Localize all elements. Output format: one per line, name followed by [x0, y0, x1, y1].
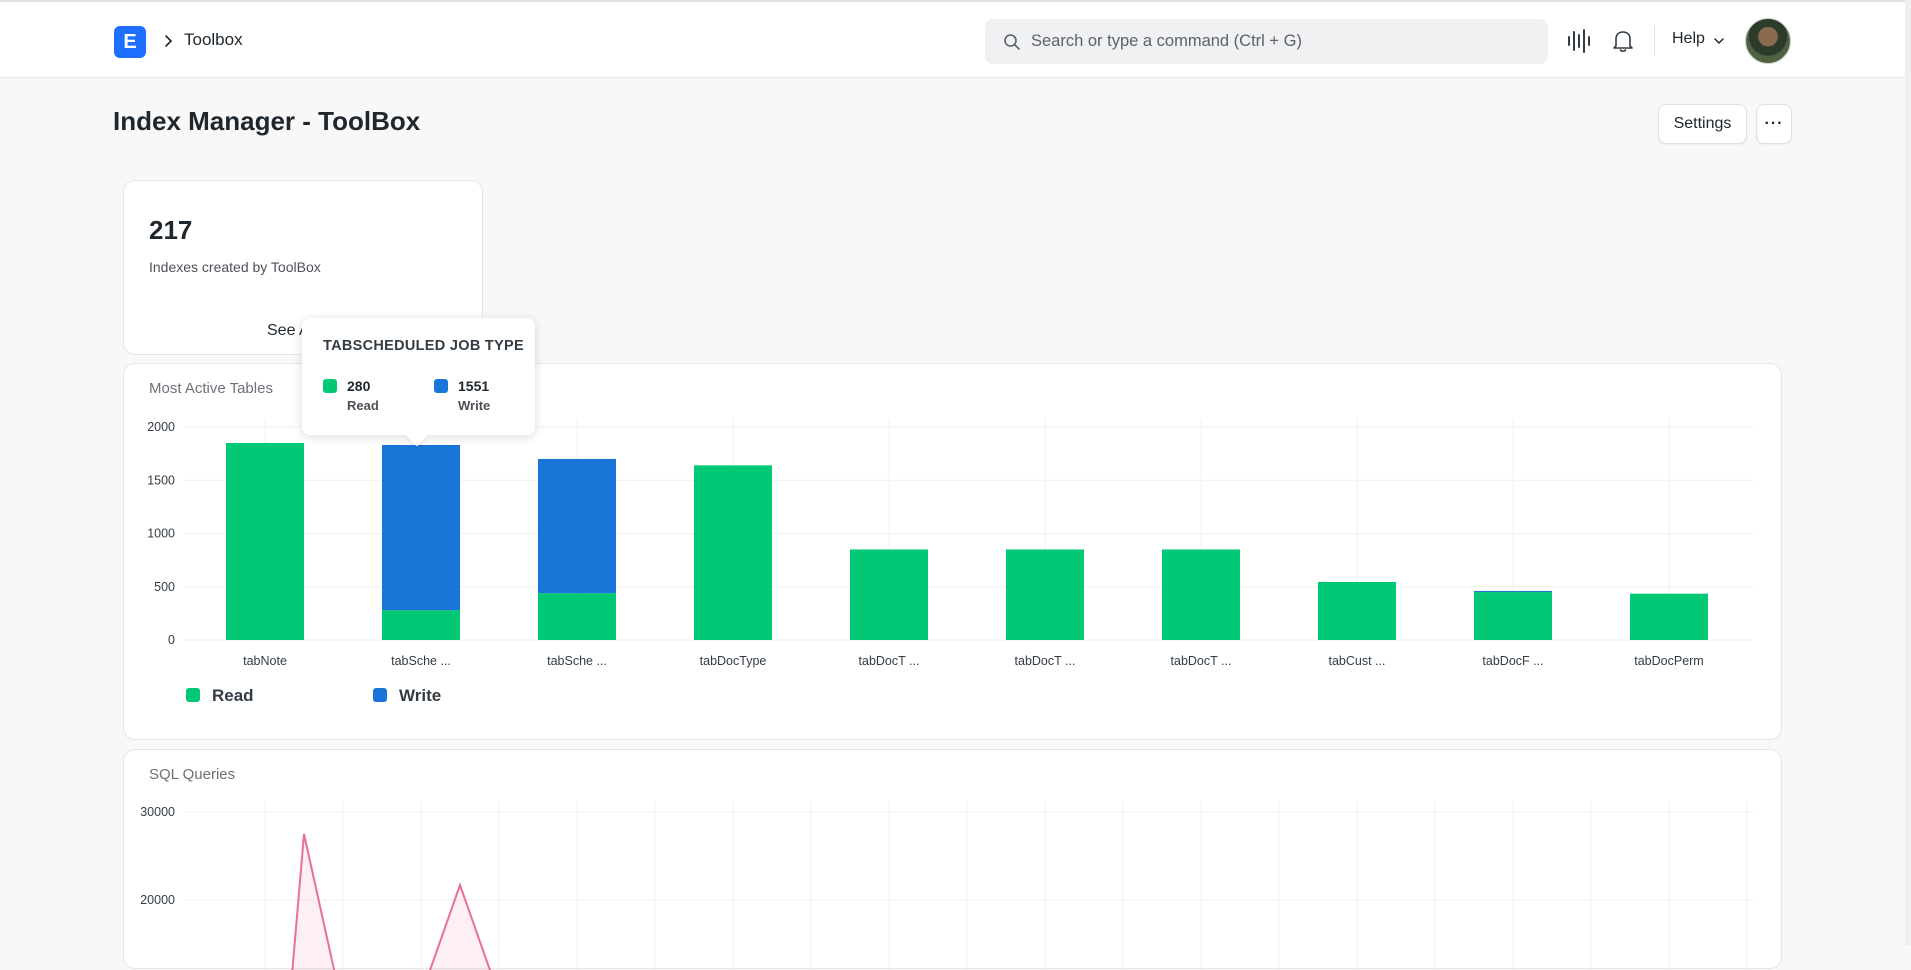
write-swatch-icon — [434, 379, 448, 393]
bar-write — [382, 444, 460, 611]
page-title: Index Manager - ToolBox — [113, 106, 421, 136]
y-tick-label: 20000 — [140, 893, 175, 907]
x-tick-label: tabSche ... — [391, 654, 451, 668]
notification-bell-icon[interactable] — [1612, 29, 1634, 53]
legend-swatch — [373, 688, 387, 702]
area-fill — [430, 885, 490, 970]
bar-read — [1474, 592, 1552, 640]
bar-read — [850, 549, 928, 640]
bar-read — [1006, 549, 1084, 640]
chart-title: SQL Queries — [149, 766, 236, 783]
x-tick-label: tabDocType — [700, 654, 767, 668]
x-tick-label: tabDocF ... — [1482, 654, 1543, 668]
bar-read — [1318, 581, 1396, 640]
breadcrumb-toolbox[interactable]: Toolbox — [184, 30, 243, 49]
most-active-tables-card: Most Active Tables 0 500 1000 1500 2000 tabNo… — [123, 363, 1782, 740]
x-tick-label: tabSche ... — [547, 654, 607, 668]
y-tick-label: 0 — [168, 633, 175, 647]
tooltip-name: Write — [458, 398, 491, 413]
audio-wave-icon[interactable] — [1566, 28, 1592, 54]
bar-read — [1630, 593, 1708, 640]
chevron-down-icon[interactable] — [1713, 35, 1725, 47]
more-actions-button[interactable]: ··· — [1756, 104, 1792, 144]
app-logo[interactable]: E — [114, 26, 146, 58]
legend-label: Read — [212, 686, 254, 705]
bar-read — [538, 593, 616, 640]
breadcrumb-chevron-icon — [165, 35, 173, 47]
chart-tooltip: TABSCHEDULED JOB TYPE 280 Read 1551 Writ… — [302, 318, 535, 447]
x-tick-label: tabDocT ... — [1171, 654, 1232, 668]
number-card-value: 217 — [149, 215, 193, 245]
user-avatar[interactable] — [1745, 18, 1791, 64]
navbar-divider — [1654, 26, 1655, 56]
tooltip-name: Read — [347, 398, 379, 413]
number-card-label: Indexes created by ToolBox — [149, 259, 321, 275]
bar-read — [226, 442, 304, 640]
page-scrollbar[interactable] — [1905, 0, 1911, 945]
top-navbar: E Toolbox Search or type a command (Ctrl… — [0, 0, 1911, 78]
sql-queries-chart: 20000 30000 — [140, 802, 1753, 970]
x-tick-label: tabDocT ... — [859, 654, 920, 668]
chart-title: Most Active Tables — [149, 380, 273, 397]
y-tick-label: 2000 — [147, 420, 175, 434]
most-active-tables-chart: 0 500 1000 1500 2000 tabNote tabSche ... tabSch… — [147, 419, 1753, 705]
y-tick-label: 1500 — [147, 473, 175, 487]
read-swatch-icon — [323, 379, 337, 393]
y-tick-label: 30000 — [140, 805, 175, 819]
y-tick-label: 1000 — [147, 527, 175, 541]
sql-queries-card: SQL Queries 20000 30000 — [123, 749, 1782, 970]
x-tick-label: tabNote — [243, 654, 287, 668]
search-bar[interactable]: Search or type a command (Ctrl + G) — [985, 19, 1548, 64]
legend-swatch — [186, 688, 200, 702]
bar-read — [694, 465, 772, 640]
tooltip-value: 280 — [347, 378, 371, 394]
x-tick-label: tabDocT ... — [1015, 654, 1076, 668]
y-tick-label: 500 — [154, 580, 175, 594]
legend-label: Write — [399, 686, 441, 705]
x-tick-label: tabCust ... — [1329, 654, 1386, 668]
tooltip-value: 1551 — [458, 378, 490, 394]
bar-write — [1474, 591, 1552, 593]
search-placeholder: Search or type a command (Ctrl + G) — [1031, 32, 1302, 50]
tooltip-title: TABSCHEDULED JOB TYPE — [323, 338, 524, 354]
help-menu-button[interactable]: Help — [1672, 30, 1705, 47]
bar-read — [382, 610, 460, 640]
settings-button[interactable]: Settings — [1658, 104, 1747, 144]
x-tick-label: tabDocPerm — [1634, 654, 1703, 668]
area-fill — [292, 834, 335, 970]
search-icon — [1004, 34, 1020, 50]
bar-read — [1162, 549, 1240, 640]
bar-write — [538, 458, 616, 594]
